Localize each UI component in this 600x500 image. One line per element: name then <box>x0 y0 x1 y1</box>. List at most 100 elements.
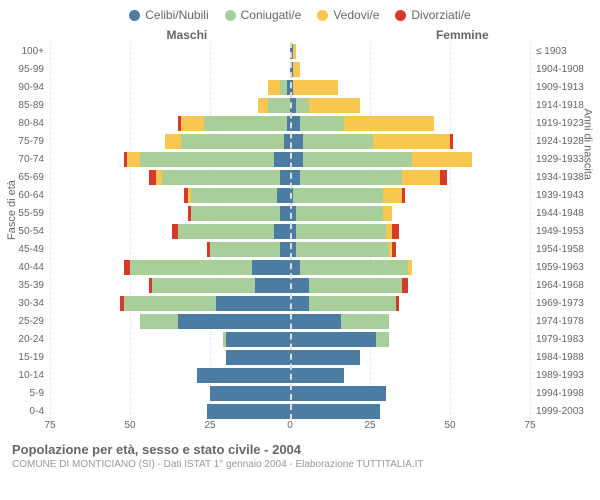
bar-segment-vedovi <box>268 80 281 95</box>
age-label: 60-64 <box>0 190 44 201</box>
female-bar <box>290 98 530 113</box>
female-bar <box>290 242 530 257</box>
header-female: Femmine <box>325 28 600 42</box>
bar-segment-vedovi <box>344 116 434 131</box>
age-label: 55-59 <box>0 208 44 219</box>
birth-year-label: 1954-1958 <box>536 244 600 255</box>
male-bar <box>50 350 290 365</box>
age-label: 20-24 <box>0 334 44 345</box>
age-label: 30-34 <box>0 298 44 309</box>
bar-segment-divorziati <box>440 170 446 185</box>
gender-headers: Maschi Femmine <box>0 28 600 42</box>
plot-area: 100+≤ 190395-991904-190890-941909-191385… <box>50 42 530 420</box>
bar-segment-coniugati <box>300 260 409 275</box>
x-tick: 50 <box>444 420 455 431</box>
bar-segment-celibi <box>216 296 290 311</box>
bar-segment-celibi <box>290 332 376 347</box>
female-bar <box>290 278 530 293</box>
age-label: 25-29 <box>0 316 44 327</box>
female-bar <box>290 170 530 185</box>
age-label: 95-99 <box>0 64 44 75</box>
age-label: 75-79 <box>0 136 44 147</box>
female-bar <box>290 62 530 77</box>
birth-year-label: 1979-1983 <box>536 334 600 345</box>
bar-segment-coniugati <box>296 98 309 113</box>
bar-segment-coniugati <box>309 296 395 311</box>
bar-segment-vedovi <box>408 260 411 275</box>
birth-year-label: 1944-1948 <box>536 208 600 219</box>
male-bar <box>50 62 290 77</box>
age-label: 65-69 <box>0 172 44 183</box>
bar-segment-coniugati <box>293 188 383 203</box>
male-bar <box>50 152 290 167</box>
x-tick: 75 <box>44 420 55 431</box>
bar-segment-coniugati <box>341 314 389 329</box>
male-bar <box>50 278 290 293</box>
bar-segment-celibi <box>207 404 290 419</box>
bar-segment-coniugati <box>376 332 389 347</box>
male-bar <box>50 260 290 275</box>
birth-year-label: 1959-1963 <box>536 262 600 273</box>
male-bar <box>50 224 290 239</box>
age-label: 0-4 <box>0 406 44 417</box>
male-bar <box>50 332 290 347</box>
bar-segment-vedovi <box>293 80 338 95</box>
bar-segment-coniugati <box>140 314 178 329</box>
age-label: 85-89 <box>0 100 44 111</box>
x-tick: 50 <box>124 420 135 431</box>
bar-segment-celibi <box>197 368 290 383</box>
female-bar <box>290 152 530 167</box>
legend-dot-icon <box>395 10 406 21</box>
bar-segment-celibi <box>252 260 290 275</box>
female-bar <box>290 368 530 383</box>
population-pyramid-chart: Celibi/NubiliConiugati/eVedovi/eDivorzia… <box>0 0 600 500</box>
x-tick: 0 <box>287 420 293 431</box>
bar-segment-coniugati <box>303 152 412 167</box>
age-label: 45-49 <box>0 244 44 255</box>
legend-dot-icon <box>129 10 140 21</box>
legend-dot-icon <box>317 10 328 21</box>
female-bar <box>290 206 530 221</box>
male-bar <box>50 206 290 221</box>
bar-segment-divorziati <box>450 134 453 149</box>
bar-segment-vedovi <box>258 98 268 113</box>
birth-year-label: 1999-2003 <box>536 406 600 417</box>
female-bar <box>290 188 530 203</box>
bar-segment-coniugati <box>309 278 402 293</box>
bar-segment-celibi <box>290 278 309 293</box>
bar-segment-vedovi <box>383 188 402 203</box>
birth-year-label: 1974-1978 <box>536 316 600 327</box>
bar-segment-celibi <box>274 224 290 239</box>
bar-segment-coniugati <box>191 188 277 203</box>
bar-segment-divorziati <box>392 242 395 257</box>
age-label: 80-84 <box>0 118 44 129</box>
bar-segment-coniugati <box>152 278 254 293</box>
male-bar <box>50 188 290 203</box>
birth-year-label: 1929-1933 <box>536 154 600 165</box>
bar-segment-coniugati <box>296 206 382 221</box>
bar-segment-coniugati <box>296 242 389 257</box>
x-tick: 25 <box>204 420 215 431</box>
bar-segment-coniugati <box>162 170 280 185</box>
male-bar <box>50 170 290 185</box>
female-bar <box>290 296 530 311</box>
legend-label: Divorziati/e <box>411 8 470 22</box>
female-bar <box>290 332 530 347</box>
female-bar <box>290 80 530 95</box>
bar-segment-celibi <box>290 314 341 329</box>
age-label: 100+ <box>0 46 44 57</box>
bar-segment-coniugati <box>303 134 373 149</box>
legend-item: Celibi/Nubili <box>129 8 208 22</box>
legend-label: Coniugati/e <box>241 8 302 22</box>
age-label: 5-9 <box>0 388 44 399</box>
male-bar <box>50 404 290 419</box>
bar-segment-celibi <box>280 206 290 221</box>
bar-segment-celibi <box>290 386 386 401</box>
bar-segment-vedovi <box>309 98 360 113</box>
birth-year-label: 1949-1953 <box>536 226 600 237</box>
bar-segment-coniugati <box>268 98 290 113</box>
bar-segment-vedovi <box>293 62 299 77</box>
female-bar <box>290 116 530 131</box>
age-label: 35-39 <box>0 280 44 291</box>
bar-segment-celibi <box>290 296 309 311</box>
